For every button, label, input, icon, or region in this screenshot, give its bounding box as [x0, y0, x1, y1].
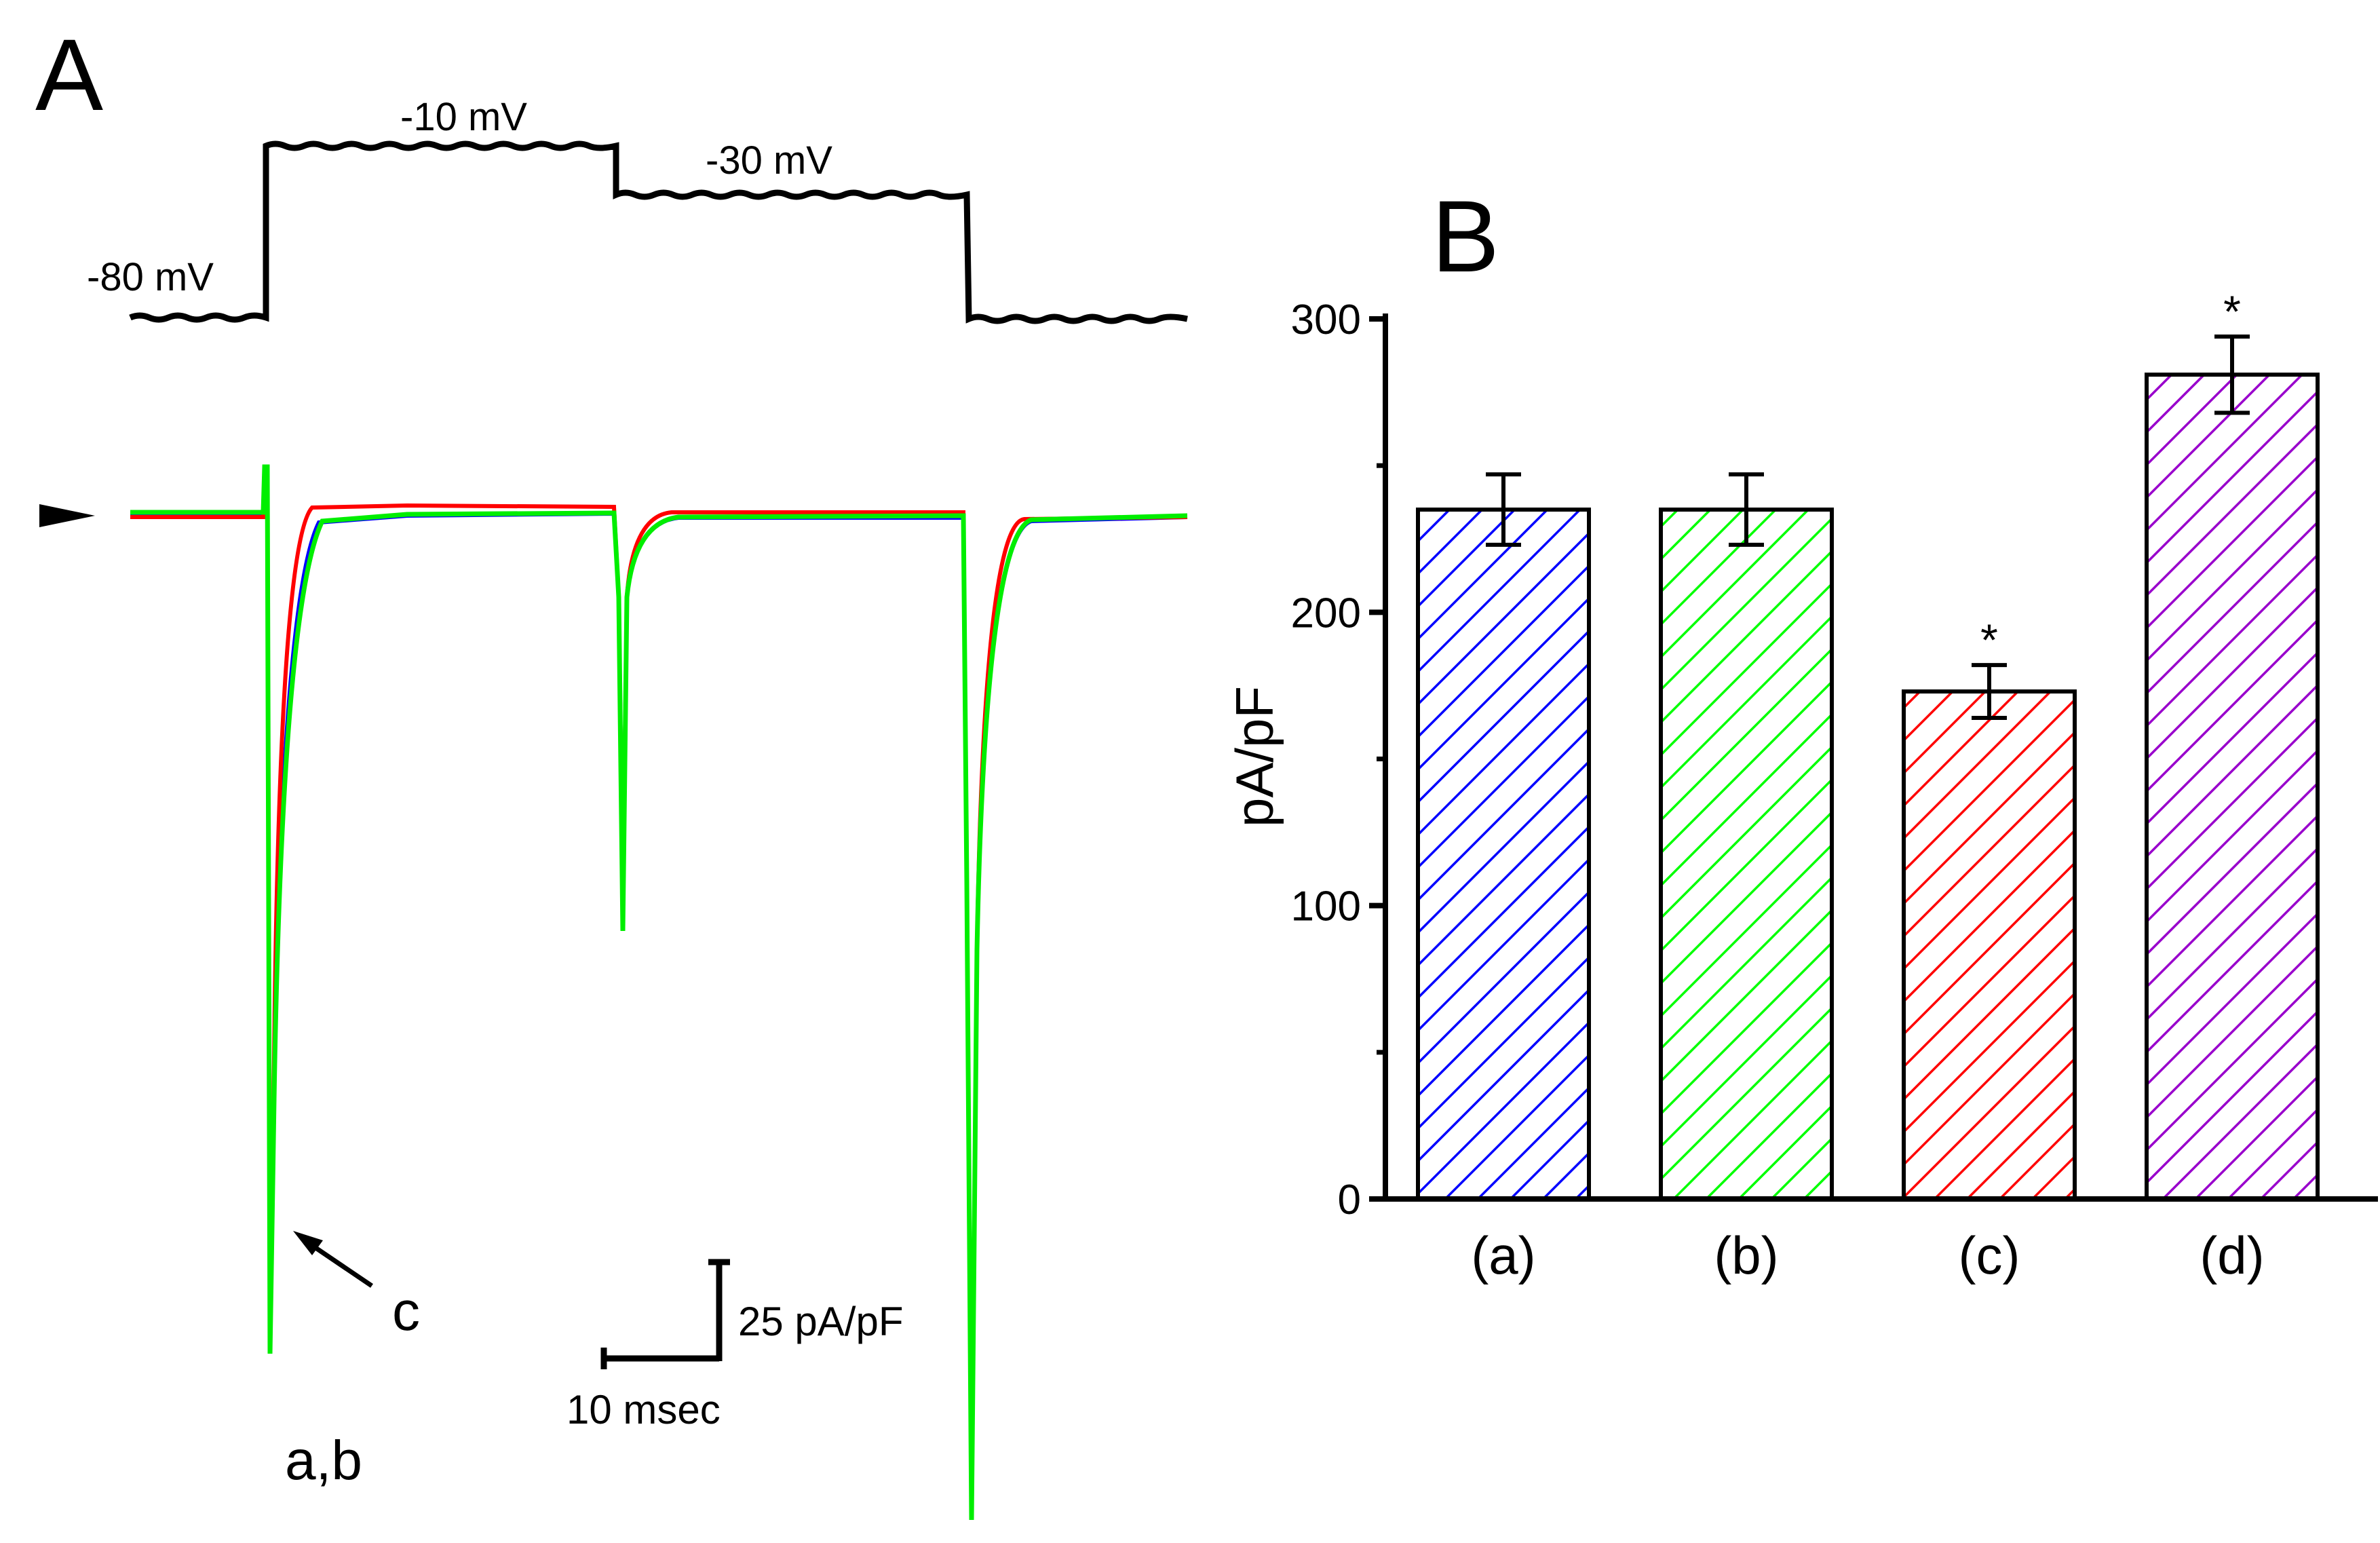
significance-marker-2: * — [1980, 615, 1998, 665]
zero-current-marker-icon — [39, 504, 95, 527]
y-tick-label: 0 — [1338, 1177, 1361, 1223]
scale-bar — [600, 1259, 730, 1369]
current-trace-b — [130, 464, 1188, 1521]
panel-b: B 0 100 200 300 (a) (b) * (c) * (d) pA/pF — [1225, 179, 2378, 1285]
current-trace-c — [130, 466, 1188, 1507]
error-bar-3 — [2214, 334, 2250, 415]
error-bar-0 — [1486, 472, 1521, 547]
bar-0 — [1416, 508, 1591, 1201]
bar-2 — [1902, 689, 2077, 1201]
significance-marker-3: * — [2223, 286, 2241, 337]
x-category-label: (b) — [1714, 1225, 1778, 1285]
error-bar-2 — [1972, 663, 2007, 720]
voltage-protocol-trace — [129, 140, 1188, 324]
panel-a: A -80 mV -10 mV -30 mV c a,b 25 pA/pF 10… — [35, 18, 1188, 1521]
chart-bars: (a) (b) * (c) * (d) — [1416, 286, 2320, 1285]
bar-1 — [1659, 508, 1834, 1201]
panel-a-label: A — [35, 18, 103, 132]
scale-bar-time-label: 10 msec — [567, 1387, 721, 1432]
y-tick-label: 100 — [1291, 883, 1361, 930]
chart-ticks: 0 100 200 300 — [1291, 297, 1385, 1223]
trace-c-label: c — [392, 1280, 420, 1342]
y-axis-title: pA/pF — [1225, 686, 1284, 827]
x-category-label: (c) — [1959, 1225, 2020, 1285]
y-tick-label: 200 — [1291, 590, 1361, 636]
panel-b-label: B — [1432, 179, 1499, 293]
x-category-label: (d) — [2200, 1225, 2264, 1285]
y-tick-label: 300 — [1291, 297, 1361, 343]
x-category-label: (a) — [1471, 1225, 1535, 1285]
holding-voltage-label: -80 mV — [87, 255, 214, 299]
peak-ab-label: a,b — [285, 1430, 362, 1491]
error-bar-1 — [1729, 472, 1764, 547]
trace-c-arrow — [293, 1231, 373, 1288]
step1-voltage-label: -10 mV — [400, 95, 527, 139]
bar-3 — [2145, 373, 2320, 1201]
scale-bar-current-label: 25 pA/pF — [738, 1299, 904, 1344]
step2-voltage-label: -30 mV — [706, 138, 832, 183]
